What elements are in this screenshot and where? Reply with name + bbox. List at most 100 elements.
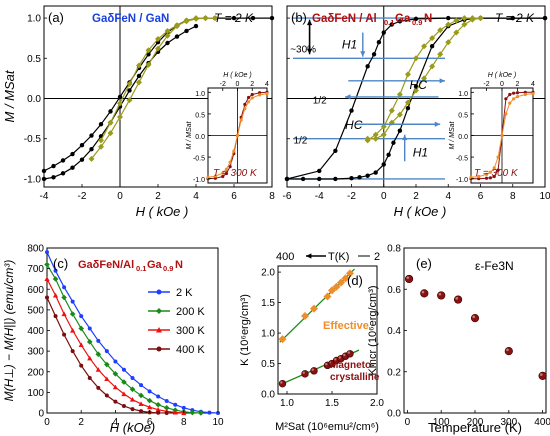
data-point [538,371,547,380]
x-tick-label: 6 [231,191,237,202]
arrow-hc-right-head [439,78,446,84]
inset-x-tick-label: -2 [483,81,489,88]
data-point [95,367,101,372]
data-point [453,17,460,24]
data-point [130,375,135,380]
data-point [396,111,403,118]
data-point [365,173,370,178]
data-point [62,332,67,337]
x-tick-label: 400 [534,417,550,428]
panel-b-title-ga: Ga [395,13,411,25]
panel-a: -4 -2 0 2 4 6 8 -1.0 -0.5 0.0 0.5 1.0 (a) GaδFeN / Ga… [2,5,275,219]
inset-x-tick-label: 0 [236,81,240,88]
data-point [62,285,67,290]
data-point [243,102,247,107]
y-tick-label: 600 [27,285,44,296]
data-point [121,403,126,408]
data-point [145,61,152,68]
data-point [70,299,75,304]
data-point [243,107,247,111]
data-point [79,142,85,148]
data-point [413,55,419,62]
data-point [246,100,251,104]
data-point [531,92,535,96]
data-point [376,40,382,45]
data-point [146,397,153,404]
data-point-highlight [347,351,350,354]
data-point [372,135,379,142]
data-point [512,97,516,101]
arrow-h1-top-head [360,51,366,57]
data-point [373,170,378,175]
data-point [117,100,123,107]
x-tick-label: -6 [283,191,292,202]
data-point [221,171,225,175]
hc-label-left: HC [345,118,363,132]
inset-y-tick-label: 1.0 [195,91,205,98]
data-point [484,176,489,180]
y-axis-title-a: M / MSat [2,69,17,122]
top-axis-arrow-head [306,253,312,259]
data-point-highlight [540,373,543,376]
data-point [60,158,66,163]
data-point [508,92,512,97]
data-point [113,359,118,364]
data-point [508,101,512,105]
data-point [174,34,180,39]
data-point [112,371,119,377]
data-point [221,174,225,179]
legend-label: 2 K [176,287,193,299]
data-point-highlight [343,353,346,357]
data-point [510,15,515,21]
data-point [95,351,102,358]
top-axis-2: 2 [374,251,380,263]
data-point [228,160,232,164]
data-point [246,95,251,100]
data-point-highlight [421,290,425,294]
data-point [51,175,56,180]
data-point [212,15,218,22]
y-axis-title-d: K (10⁶erg/cm³) [239,294,251,366]
data-point [500,133,504,138]
data-point [484,172,489,176]
inset-x-tick-label: -2 [220,81,226,88]
data-point [365,64,370,69]
half-label-1: 1/2 [313,95,327,106]
x-tick-label: -2 [347,191,356,202]
data-point [437,27,444,34]
y-tick-label: -1.0 [24,174,42,185]
x-tick-label: 100 [433,417,450,428]
inset-y-axis-title: M / MSat [449,120,456,149]
data-point [349,175,354,181]
data-point [381,30,386,35]
y-tick-label: 0.0 [27,94,41,105]
x-axis-title-a: H ( kOe ) [136,204,189,219]
inset-annotation: T = 300 K [213,168,258,179]
inset-y-tick-label: 0.0 [195,134,205,141]
data-point [79,363,84,368]
data-point [445,39,452,46]
data-point [515,95,520,99]
data-point [332,282,341,291]
inset-y-axis-title: M / MSat [186,120,193,149]
x-axis-title-c: H (kOe) [110,420,156,435]
data-point [70,151,75,157]
data-point [380,123,387,130]
data-point [333,176,338,182]
data-point [231,15,237,21]
data-point [87,355,93,361]
y-tick-label: 0.5 [261,359,275,370]
data-point [87,375,92,380]
data-point [202,15,209,22]
data-point [136,79,142,86]
data-point [278,335,287,344]
data-point [139,409,144,414]
data-point-highlight [311,368,314,371]
data-point [108,109,113,114]
data-point [174,23,180,30]
data-point [138,401,144,407]
inset-x-tick-label: 4 [265,81,269,88]
x-tick-label: 0 [117,191,123,202]
data-point [504,112,508,116]
data-point [250,15,256,21]
